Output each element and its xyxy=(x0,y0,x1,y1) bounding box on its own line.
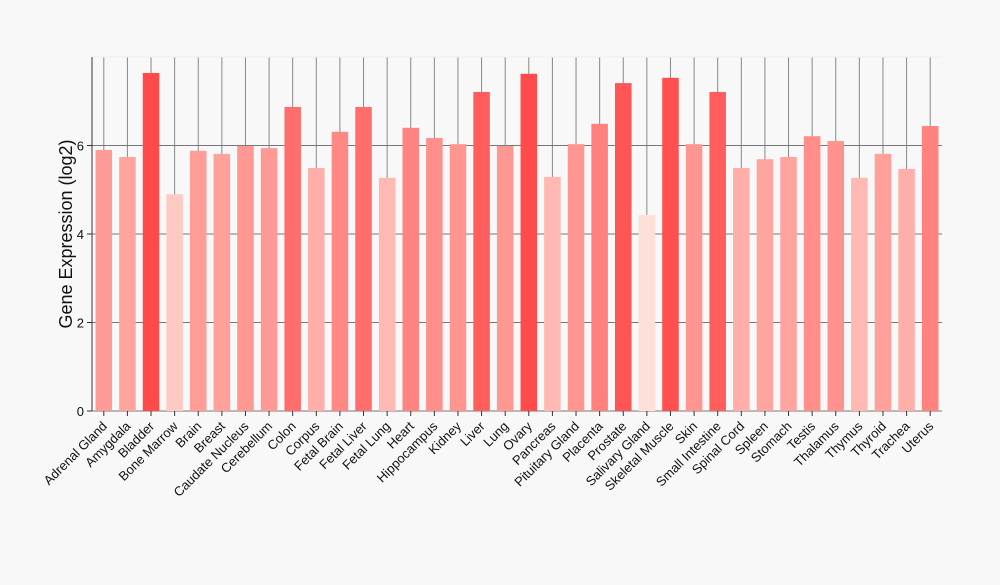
bar-thymus xyxy=(851,177,868,411)
y-tick-label: 0 xyxy=(77,404,84,419)
bar-caudate-nucleus xyxy=(237,145,254,411)
y-tick-label: 6 xyxy=(77,139,84,154)
bar-pituitary-gland xyxy=(567,144,585,412)
x-tick-label: Liver xyxy=(457,418,488,449)
bar-fetal-brain xyxy=(331,131,349,411)
bar-ovary xyxy=(520,73,538,411)
bar-prostate xyxy=(614,83,632,412)
bar-salivary-gland xyxy=(638,214,656,411)
bar-spinal-cord xyxy=(733,168,750,411)
bar-skeletal-muscle xyxy=(662,77,679,412)
bar-spleen xyxy=(756,159,774,411)
bar-fetal-liver xyxy=(355,107,372,411)
bar-small-intestine xyxy=(709,91,726,412)
bar-pancreas xyxy=(544,176,561,411)
bar-thyroid xyxy=(874,153,892,411)
bar-uterus xyxy=(921,126,939,411)
bar-bladder xyxy=(142,72,160,412)
bar-colon xyxy=(284,107,301,411)
bar-thalamus xyxy=(827,141,845,411)
bar-fetal-lung xyxy=(378,177,396,411)
bar-stomach xyxy=(780,157,797,411)
bar-trachea xyxy=(898,168,915,411)
y-tick-label: 2 xyxy=(77,316,84,331)
y-axis-label: Gene Expression (log2) xyxy=(56,139,76,328)
bar-corpus xyxy=(308,168,325,411)
bar-adrenal-gland xyxy=(95,149,113,412)
bar-heart xyxy=(402,127,420,412)
y-tick-label: 4 xyxy=(77,227,84,242)
bar-hippocampus xyxy=(426,137,443,412)
bar-kidney xyxy=(449,144,467,412)
bar-breast xyxy=(213,153,231,411)
bar-placenta xyxy=(591,123,608,411)
bars xyxy=(95,72,939,412)
bar-cerebellum xyxy=(260,148,278,411)
bar-lung xyxy=(496,145,514,411)
bar-liver xyxy=(473,91,490,412)
bar-amygdala xyxy=(119,157,136,411)
bar-testis xyxy=(803,136,821,411)
bar-bone-marrow xyxy=(166,194,183,411)
bar-skin xyxy=(685,144,703,412)
bar-brain xyxy=(189,150,207,411)
